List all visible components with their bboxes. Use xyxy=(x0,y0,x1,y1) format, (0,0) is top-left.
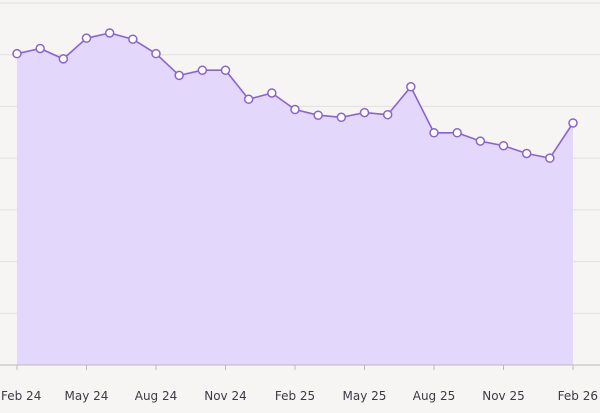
data-point[interactable] xyxy=(475,136,486,146)
data-point[interactable] xyxy=(104,28,115,38)
x-tick-label: Aug 24 xyxy=(135,389,178,403)
data-points xyxy=(12,28,578,163)
x-tick-label: Feb 26 xyxy=(558,389,598,403)
data-point[interactable] xyxy=(35,43,45,54)
data-point[interactable] xyxy=(290,104,300,115)
x-tick-label: Nov 24 xyxy=(204,389,247,403)
area-fill xyxy=(17,33,573,365)
data-point[interactable] xyxy=(545,153,555,163)
data-point[interactable] xyxy=(382,109,393,120)
data-point[interactable] xyxy=(81,33,92,43)
data-point[interactable] xyxy=(568,118,578,128)
x-tick-label: Aug 25 xyxy=(413,389,456,403)
x-tick-label: Feb 25 xyxy=(275,389,315,403)
data-point[interactable] xyxy=(174,70,184,81)
data-point[interactable] xyxy=(243,94,254,104)
data-point[interactable] xyxy=(359,107,370,118)
data-point[interactable] xyxy=(12,48,22,59)
data-point[interactable] xyxy=(58,54,69,64)
data-point[interactable] xyxy=(197,65,208,75)
data-point[interactable] xyxy=(429,128,439,138)
x-tick-label: Feb 24 xyxy=(1,389,41,403)
data-point[interactable] xyxy=(220,65,231,75)
x-axis-ticks: Feb 24 May 24 Aug 24 Nov 24 Feb 25 May 25 Aug … xyxy=(1,365,598,403)
x-tick-label: Nov 25 xyxy=(482,389,525,403)
data-point[interactable] xyxy=(128,34,138,44)
data-point[interactable] xyxy=(406,82,416,92)
data-point[interactable] xyxy=(313,110,323,120)
x-tick-label: May 25 xyxy=(343,389,387,403)
data-point[interactable] xyxy=(521,148,532,159)
data-point[interactable] xyxy=(336,112,347,123)
x-tick-label: May 24 xyxy=(65,389,109,403)
data-point[interactable] xyxy=(267,88,277,98)
data-point[interactable] xyxy=(452,128,462,138)
data-point[interactable] xyxy=(498,140,509,151)
data-point[interactable] xyxy=(151,48,161,59)
